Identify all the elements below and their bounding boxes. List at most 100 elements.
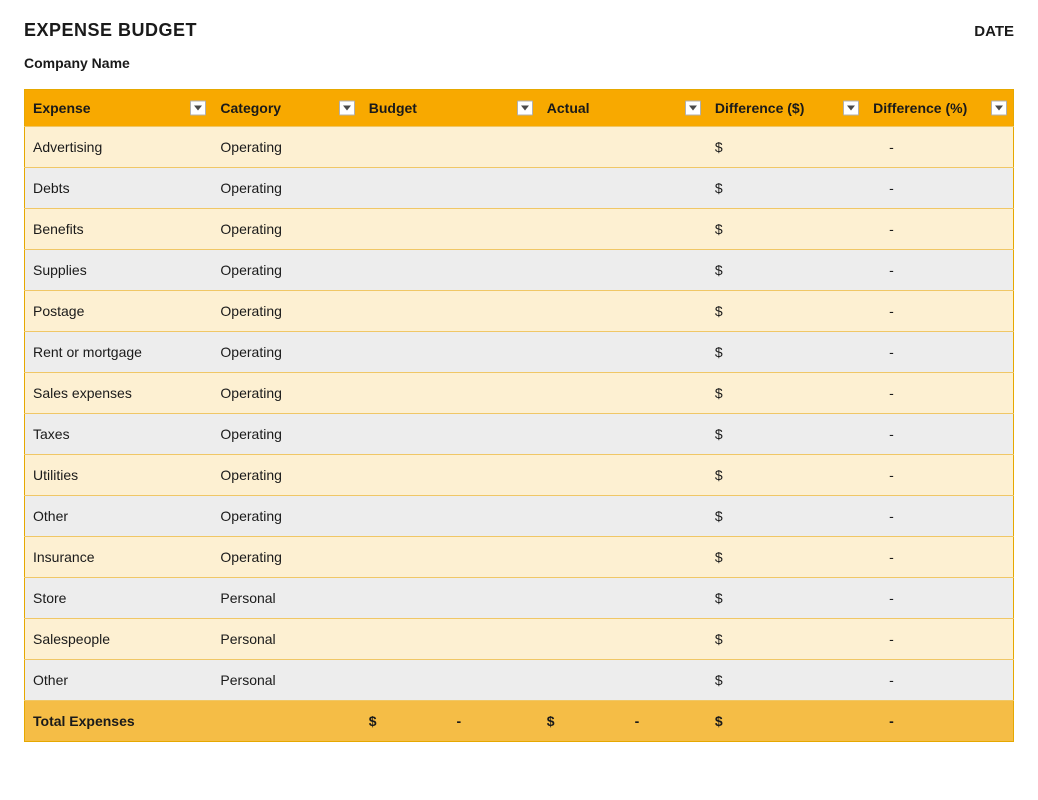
filter-button-actual[interactable] xyxy=(685,101,701,116)
cell-expense[interactable]: Debts xyxy=(25,168,213,209)
cell-actual[interactable] xyxy=(539,619,707,660)
cell-diffpct[interactable]: - xyxy=(865,578,1013,619)
cell-diff[interactable]: $ xyxy=(707,537,865,578)
col-header-expense: Expense xyxy=(25,90,213,127)
col-header-budget-label: Budget xyxy=(369,100,417,116)
cell-category[interactable]: Personal xyxy=(212,660,360,701)
cell-actual[interactable] xyxy=(539,414,707,455)
cell-actual[interactable] xyxy=(539,455,707,496)
cell-diff[interactable]: $ xyxy=(707,619,865,660)
cell-diffpct-value: - xyxy=(873,385,894,401)
cell-diffpct[interactable]: - xyxy=(865,496,1013,537)
cell-category[interactable]: Operating xyxy=(212,168,360,209)
cell-expense[interactable]: Advertising xyxy=(25,127,213,168)
cell-diffpct[interactable]: - xyxy=(865,127,1013,168)
cell-actual[interactable] xyxy=(539,168,707,209)
cell-budget[interactable] xyxy=(361,250,539,291)
cell-actual[interactable] xyxy=(539,537,707,578)
cell-diff[interactable]: $ xyxy=(707,168,865,209)
cell-diff[interactable]: $ xyxy=(707,127,865,168)
cell-expense[interactable]: Rent or mortgage xyxy=(25,332,213,373)
cell-expense[interactable]: Postage xyxy=(25,291,213,332)
cell-diffpct[interactable]: - xyxy=(865,291,1013,332)
cell-budget[interactable] xyxy=(361,537,539,578)
cell-diffpct[interactable]: - xyxy=(865,332,1013,373)
cell-expense[interactable]: Store xyxy=(25,578,213,619)
cell-expense[interactable]: Utilities xyxy=(25,455,213,496)
cell-expense[interactable]: Sales expenses xyxy=(25,373,213,414)
cell-expense[interactable]: Benefits xyxy=(25,209,213,250)
cell-diffpct[interactable]: - xyxy=(865,209,1013,250)
cell-actual[interactable] xyxy=(539,578,707,619)
cell-diff[interactable]: $ xyxy=(707,209,865,250)
cell-category[interactable]: Operating xyxy=(212,332,360,373)
cell-category[interactable]: Operating xyxy=(212,537,360,578)
cell-budget[interactable] xyxy=(361,291,539,332)
cell-category[interactable]: Personal xyxy=(212,619,360,660)
cell-category[interactable]: Operating xyxy=(212,373,360,414)
cell-budget[interactable] xyxy=(361,660,539,701)
cell-actual[interactable] xyxy=(539,332,707,373)
cell-diffpct-value: - xyxy=(873,672,894,688)
cell-diff[interactable]: $ xyxy=(707,373,865,414)
filter-button-expense[interactable] xyxy=(190,101,206,116)
cell-expense[interactable]: Insurance xyxy=(25,537,213,578)
cell-diffpct[interactable]: - xyxy=(865,455,1013,496)
cell-diff[interactable]: $ xyxy=(707,414,865,455)
cell-diff[interactable]: $ xyxy=(707,578,865,619)
cell-expense[interactable]: Supplies xyxy=(25,250,213,291)
cell-diff[interactable]: $ xyxy=(707,660,865,701)
cell-diffpct[interactable]: - xyxy=(865,168,1013,209)
cell-budget[interactable] xyxy=(361,373,539,414)
cell-actual[interactable] xyxy=(539,127,707,168)
col-header-diffpct-label: Difference (%) xyxy=(873,100,967,116)
cell-diffpct-value: - xyxy=(873,262,894,278)
filter-button-category[interactable] xyxy=(339,101,355,116)
cell-budget[interactable] xyxy=(361,578,539,619)
cell-expense[interactable]: Other xyxy=(25,496,213,537)
cell-expense[interactable]: Other xyxy=(25,660,213,701)
cell-budget[interactable] xyxy=(361,209,539,250)
cell-diffpct[interactable]: - xyxy=(865,537,1013,578)
filter-button-diff[interactable] xyxy=(843,101,859,116)
cell-diff[interactable]: $ xyxy=(707,332,865,373)
total-category xyxy=(212,701,360,742)
filter-button-diffpct[interactable] xyxy=(991,101,1007,116)
cell-diffpct[interactable]: - xyxy=(865,250,1013,291)
cell-budget[interactable] xyxy=(361,168,539,209)
cell-category[interactable]: Operating xyxy=(212,250,360,291)
cell-diff[interactable]: $ xyxy=(707,291,865,332)
filter-button-budget[interactable] xyxy=(517,101,533,116)
cell-actual[interactable] xyxy=(539,209,707,250)
cell-category[interactable]: Operating xyxy=(212,455,360,496)
cell-category[interactable]: Operating xyxy=(212,414,360,455)
cell-actual[interactable] xyxy=(539,660,707,701)
cell-budget[interactable] xyxy=(361,332,539,373)
total-diffpct: - xyxy=(865,701,1013,742)
cell-actual[interactable] xyxy=(539,496,707,537)
cell-budget[interactable] xyxy=(361,455,539,496)
cell-expense[interactable]: Taxes xyxy=(25,414,213,455)
cell-budget[interactable] xyxy=(361,619,539,660)
table-row: AdvertisingOperating $- xyxy=(25,127,1014,168)
table-row: UtilitiesOperating $- xyxy=(25,455,1014,496)
cell-actual[interactable] xyxy=(539,373,707,414)
cell-category[interactable]: Operating xyxy=(212,209,360,250)
cell-actual[interactable] xyxy=(539,250,707,291)
cell-diff[interactable]: $ xyxy=(707,496,865,537)
cell-category[interactable]: Operating xyxy=(212,496,360,537)
cell-diffpct[interactable]: - xyxy=(865,619,1013,660)
cell-diffpct[interactable]: - xyxy=(865,373,1013,414)
cell-actual[interactable] xyxy=(539,291,707,332)
cell-budget[interactable] xyxy=(361,127,539,168)
cell-budget[interactable] xyxy=(361,496,539,537)
cell-diffpct[interactable]: - xyxy=(865,660,1013,701)
cell-category[interactable]: Operating xyxy=(212,127,360,168)
cell-diff[interactable]: $ xyxy=(707,455,865,496)
cell-budget[interactable] xyxy=(361,414,539,455)
cell-diff[interactable]: $ xyxy=(707,250,865,291)
cell-diffpct[interactable]: - xyxy=(865,414,1013,455)
cell-category[interactable]: Personal xyxy=(212,578,360,619)
cell-category[interactable]: Operating xyxy=(212,291,360,332)
cell-expense[interactable]: Salespeople xyxy=(25,619,213,660)
